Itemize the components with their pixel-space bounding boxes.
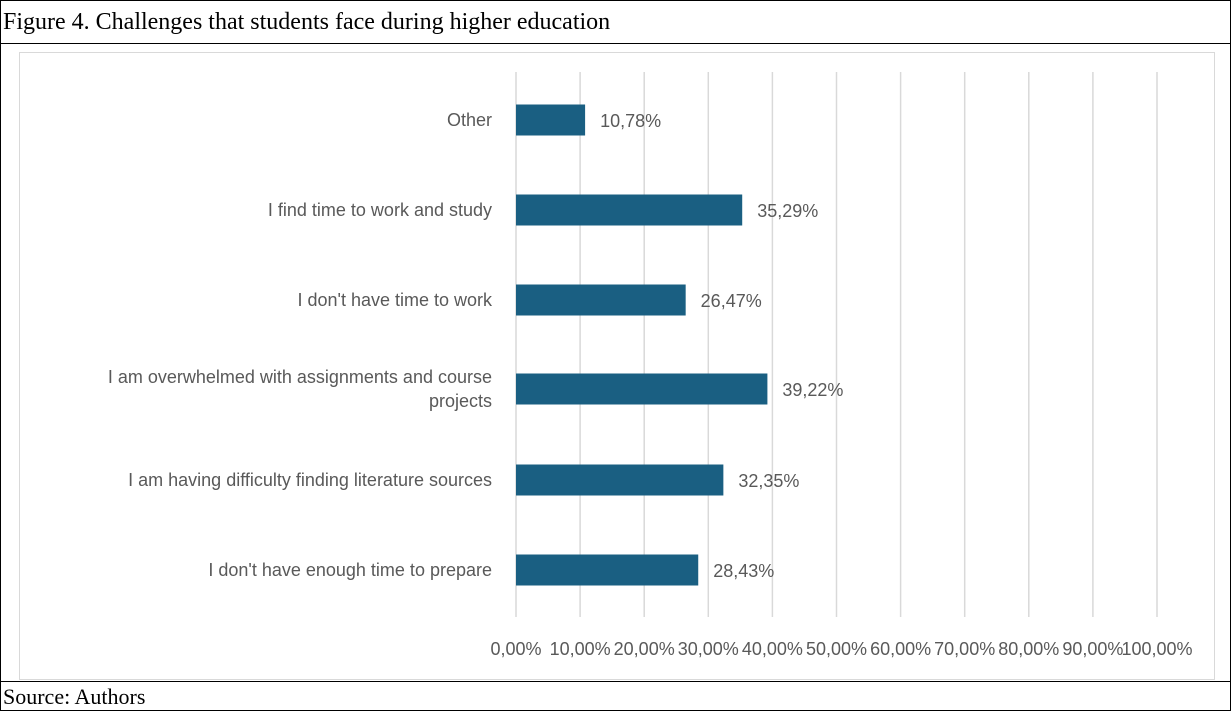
bar-0 xyxy=(516,104,586,136)
x-tick-label-10: 100,00% xyxy=(1121,639,1192,659)
category-label-3: I am overwhelmed with assignments and co… xyxy=(108,367,492,411)
category-label-1: I find time to work and study xyxy=(268,200,492,220)
category-label-0: Other xyxy=(447,110,492,130)
figure-caption: Figure 4. Challenges that students face … xyxy=(3,9,611,35)
value-label-4: 32,35% xyxy=(738,471,799,491)
value-label-2: 26,47% xyxy=(701,291,762,311)
category-label-4: I am having difficulty finding literatur… xyxy=(128,470,492,490)
x-tick-label-7: 70,00% xyxy=(934,639,995,659)
x-tick-label-4: 40,00% xyxy=(742,639,803,659)
x-tick-label-6: 60,00% xyxy=(870,639,931,659)
x-tick-label-8: 80,00% xyxy=(998,639,1059,659)
value-label-5: 28,43% xyxy=(713,561,774,581)
x-tick-label-2: 20,00% xyxy=(614,639,675,659)
x-tick-label-5: 50,00% xyxy=(806,639,867,659)
chart-area xyxy=(19,52,1215,680)
bar-3 xyxy=(516,373,768,405)
value-label-0: 10,78% xyxy=(600,111,661,131)
bar-1 xyxy=(516,194,743,226)
x-tick-label-1: 10,00% xyxy=(550,639,611,659)
category-label-2: I don't have time to work xyxy=(297,290,493,310)
value-label-1: 35,29% xyxy=(757,201,818,221)
x-tick-label-9: 90,00% xyxy=(1062,639,1123,659)
caption-divider xyxy=(0,43,1231,44)
category-label-5: I don't have enough time to prepare xyxy=(208,560,492,580)
bar-2 xyxy=(516,284,686,316)
x-tick-label-0: 0,00% xyxy=(490,639,541,659)
bar-4 xyxy=(516,464,724,496)
source-divider xyxy=(0,681,1231,682)
value-label-3: 39,22% xyxy=(782,380,843,400)
figure-source: Source: Authors xyxy=(3,684,146,709)
x-tick-label-3: 30,00% xyxy=(678,639,739,659)
bar-5 xyxy=(516,554,699,586)
